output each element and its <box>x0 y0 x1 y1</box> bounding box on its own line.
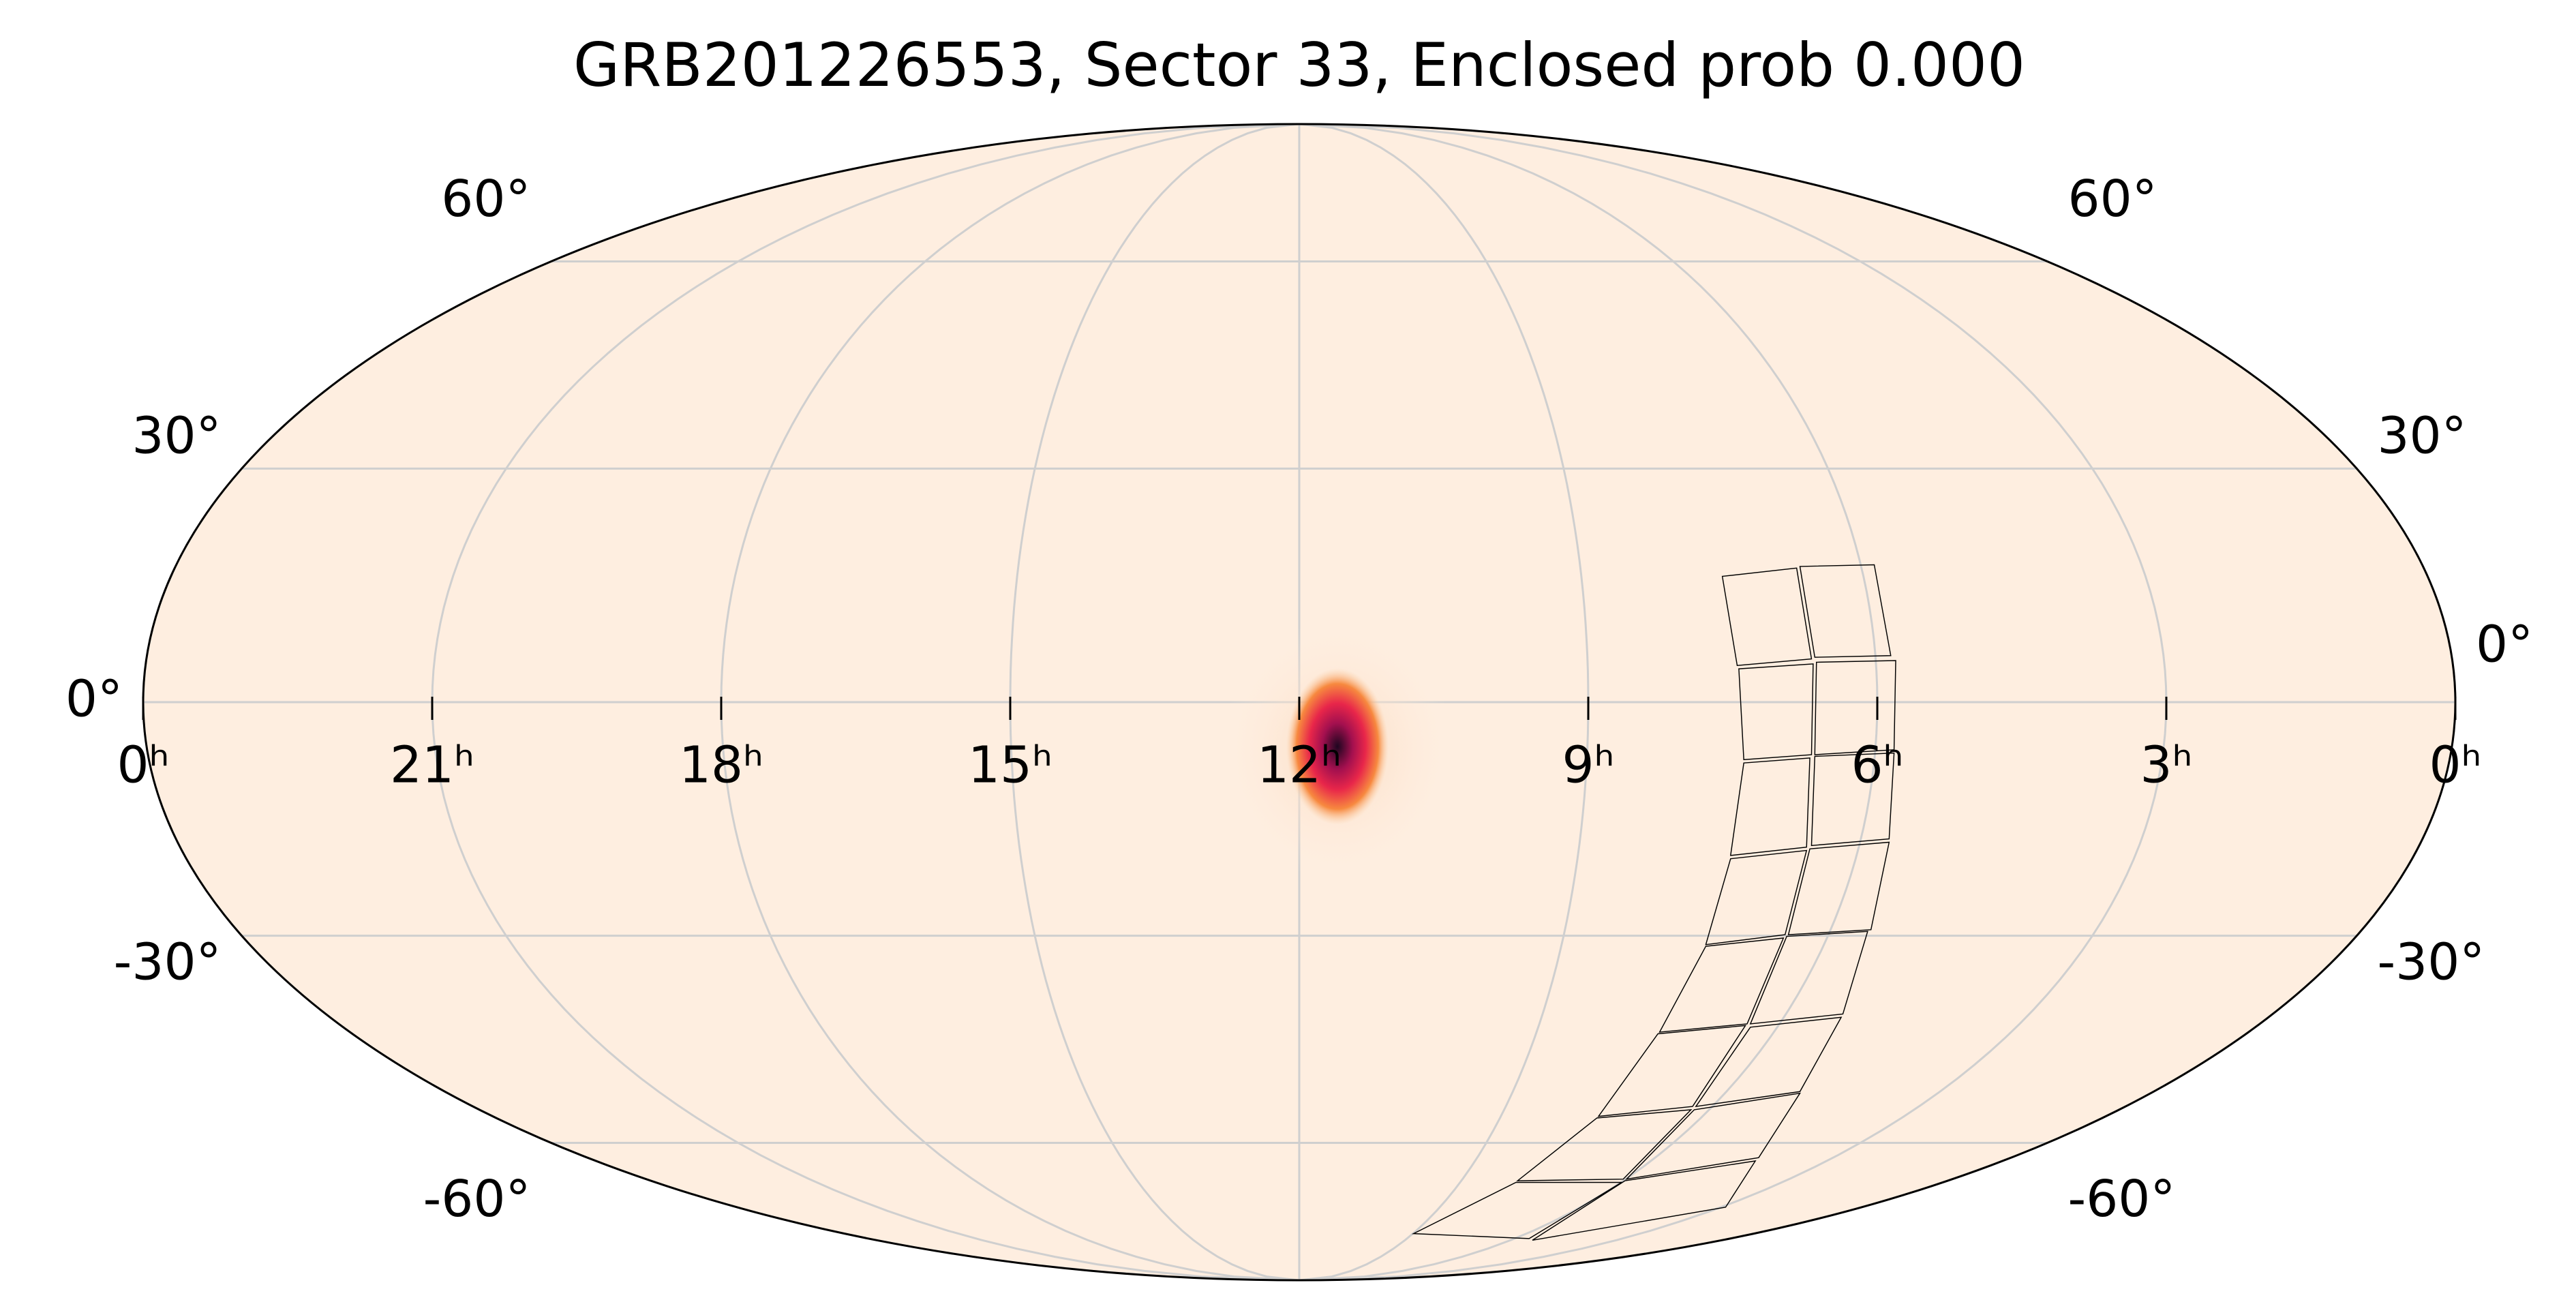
y-tick-label: 0° <box>2476 616 2533 674</box>
x-tick-label: 18ʰ <box>679 736 763 795</box>
y-tick-label: 60° <box>441 170 530 228</box>
x-tick-label: 15ʰ <box>968 736 1052 795</box>
y-tick-label: -30° <box>2377 933 2485 992</box>
x-tick-label: 3ʰ <box>2140 736 2193 795</box>
probability-core <box>1286 668 1389 825</box>
y-tick-label: -30° <box>114 933 222 992</box>
sector-footprint <box>1411 564 1896 1241</box>
x-tick-label: 6ʰ <box>1851 736 1904 795</box>
y-tick-label: -60° <box>423 1170 531 1228</box>
x-tick-label: 0ʰ <box>117 736 170 795</box>
y-tick-label: 0° <box>65 670 123 729</box>
x-tick-label: 9ʰ <box>1562 736 1615 795</box>
probability-map <box>1222 620 1453 879</box>
chart-title: GRB201226553, Sector 33, Enclosed prob 0… <box>573 30 2025 100</box>
x-tick-label: 21ʰ <box>390 736 474 795</box>
x-tick-label: 0ʰ <box>2429 736 2482 795</box>
y-tick-label: 30° <box>132 406 221 465</box>
y-tick-label: 30° <box>2377 406 2466 465</box>
y-tick-label: 60° <box>2068 170 2157 228</box>
y-tick-label: -60° <box>2068 1170 2176 1228</box>
tick-labels: 0ʰ 21ʰ 18ʰ 15ʰ 12ʰ 9ʰ 6ʰ 3ʰ 0ʰ 60° 60° 30° 30° 0° 0° -3… <box>65 170 2533 1228</box>
x-tick-label: 12ʰ <box>1257 736 1342 795</box>
